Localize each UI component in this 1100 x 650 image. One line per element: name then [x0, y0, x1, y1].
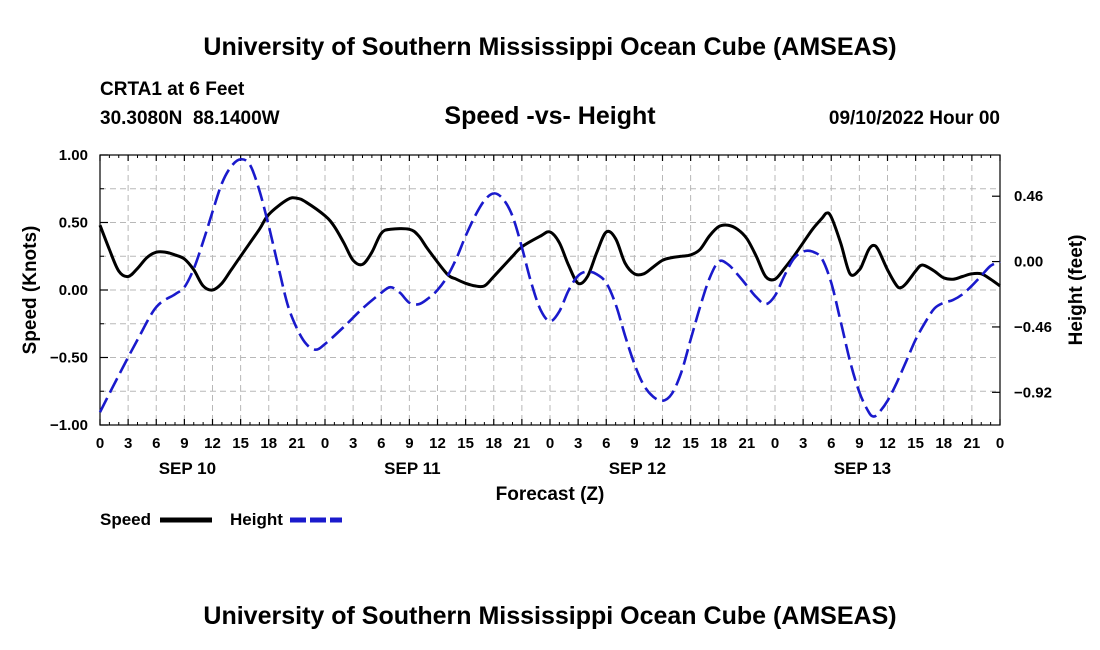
x-tick-label: 6	[602, 435, 610, 452]
x-tick-label: 0	[996, 435, 1004, 452]
x-tick-label: 21	[289, 435, 306, 452]
x-tick-label: 3	[349, 435, 357, 452]
x-tick-label: 15	[682, 435, 699, 452]
y2-axis-title: Height (feet)	[1066, 235, 1087, 346]
y-tick-label: 0.00	[59, 282, 88, 299]
axis-ticks	[99, 154, 1001, 426]
chart-subtitle: Speed -vs- Height	[444, 102, 656, 130]
x-tick-label: 9	[180, 435, 188, 452]
legend-height-label: Height	[230, 510, 283, 529]
data-series	[98, 157, 1001, 418]
x-tick-label: 6	[152, 435, 160, 452]
y-tick-label: 1.00	[59, 147, 88, 164]
x-tick-label: 12	[429, 435, 446, 452]
x-tick-label: 0	[546, 435, 554, 452]
x-tick-label: 6	[377, 435, 385, 452]
x-tick-label: 0	[771, 435, 779, 452]
y2-tick-label: −0.92	[1014, 384, 1052, 401]
chart-main-title: University of Southern Mississippi Ocean…	[203, 33, 896, 61]
x-tick-label: 9	[855, 435, 863, 452]
x-tick-label: 21	[964, 435, 981, 452]
x-tick-label: 9	[405, 435, 413, 452]
x-tick-label: 18	[260, 435, 277, 452]
y-tick-label: 0.50	[59, 215, 88, 232]
x-tick-label: 21	[514, 435, 531, 452]
x-tick-label: 18	[710, 435, 727, 452]
x-tick-label: 12	[879, 435, 896, 452]
x-tick-label: 21	[739, 435, 756, 452]
x-tick-label: 15	[457, 435, 474, 452]
day-label: SEP 10	[159, 459, 216, 478]
y2-tick-label: 0.00	[1014, 254, 1043, 271]
x-tick-label: 18	[935, 435, 952, 452]
station-label: CRTA1 at 6 Feet	[100, 79, 245, 100]
legend-speed-label: Speed	[100, 510, 151, 529]
x-tick-label: 12	[654, 435, 671, 452]
x-tick-label: 0	[96, 435, 104, 452]
x-tick-label: 0	[321, 435, 329, 452]
forecast-datetime: 09/10/2022 Hour 00	[829, 108, 1000, 129]
y2-tick-label: 0.46	[1014, 188, 1043, 205]
series-line-speed	[98, 196, 1001, 292]
series-line-height	[98, 157, 1001, 418]
footer-title: University of Southern Mississippi Ocean…	[203, 602, 896, 630]
y-tick-label: −1.00	[50, 417, 88, 434]
day-label: SEP 11	[384, 459, 440, 478]
coordinates-label: 30.3080N 88.1400W	[100, 108, 280, 129]
y-tick-label: −0.50	[50, 350, 88, 367]
x-tick-label: 18	[485, 435, 502, 452]
x-tick-label: 3	[124, 435, 132, 452]
x-axis-title: Forecast (Z)	[496, 484, 605, 505]
y-axis-title: Speed (Knots)	[20, 226, 41, 355]
legend: Speed Height	[100, 510, 342, 529]
x-tick-label: 3	[574, 435, 582, 452]
grid-lines	[100, 155, 1000, 425]
x-tick-label: 15	[232, 435, 249, 452]
day-label: SEP 12	[609, 459, 666, 478]
x-tick-label: 12	[204, 435, 221, 452]
axis-tick-labels: 0 3 6 9 12 15 18 21 0 3 6 9 12 15 18 21 0 3 6 9 12 15 18 21 0 3 6 9…	[50, 147, 1052, 478]
x-tick-label: 15	[907, 435, 924, 452]
x-tick-label: 9	[630, 435, 638, 452]
day-label: SEP 13	[834, 459, 891, 478]
x-tick-label: 6	[827, 435, 835, 452]
y2-tick-label: −0.46	[1014, 319, 1052, 336]
x-tick-label: 3	[799, 435, 807, 452]
